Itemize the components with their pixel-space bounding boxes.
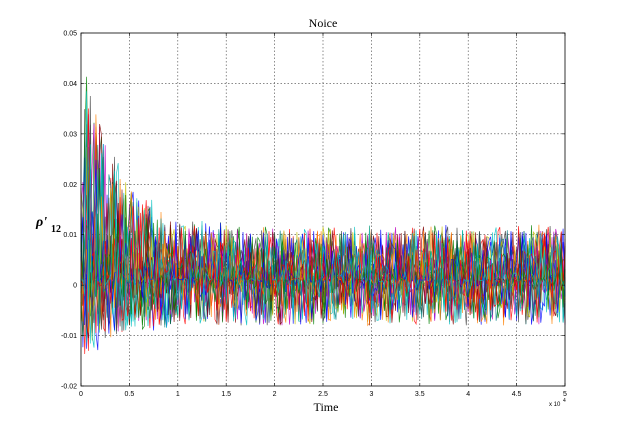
y-tick-label: 0.03 xyxy=(63,131,77,138)
x-axis-label: Time xyxy=(314,400,339,414)
x-tick-label: 4 xyxy=(466,391,470,398)
x-tick-label: 2 xyxy=(273,391,277,398)
x-tick-label: 3 xyxy=(369,391,373,398)
y-tick-label: 0.05 xyxy=(63,31,77,38)
y-axis-label: ρ' 12 xyxy=(35,215,61,235)
x-exponent-base: x 10 xyxy=(549,402,561,408)
x-tick-label: 3.5 xyxy=(415,391,425,398)
noise-series-line xyxy=(80,159,566,334)
y-tick-label: 0 xyxy=(73,283,77,290)
x-axis-exponent: x 10 4 xyxy=(549,398,566,408)
y-tick-label: 0.04 xyxy=(63,81,77,88)
x-tick-label: 2.5 xyxy=(318,391,328,398)
x-exponent-power: 4 xyxy=(563,398,566,404)
y-tick-label: -0.02 xyxy=(61,384,77,391)
x-tick-label: 1.5 xyxy=(221,391,231,398)
noise-series-line xyxy=(80,108,566,334)
x-tick-label: 0 xyxy=(79,391,83,398)
x-tick-label: 1 xyxy=(176,391,180,398)
x-tick-label: 4.5 xyxy=(512,391,522,398)
chart-title: Noice xyxy=(309,16,338,30)
y-axis-label-main: ρ' xyxy=(35,215,47,230)
axis-ticks: 0 0.5 1 1.5 2 2.5 3 3.5 4 4.5 5 -0.02 -0.01 0 0.01 0.02… xyxy=(61,31,567,399)
y-tick-label: 0.02 xyxy=(63,182,77,189)
y-tick-label: 0.01 xyxy=(63,232,77,239)
y-tick-label: -0.01 xyxy=(61,333,77,340)
plot-series xyxy=(80,76,566,355)
y-axis-label-subscript: 12 xyxy=(51,224,61,235)
x-tick-label: 0.5 xyxy=(125,391,135,398)
noise-series-line xyxy=(80,76,566,326)
noise-series-line xyxy=(80,91,566,348)
x-tick-label: 5 xyxy=(563,391,567,398)
